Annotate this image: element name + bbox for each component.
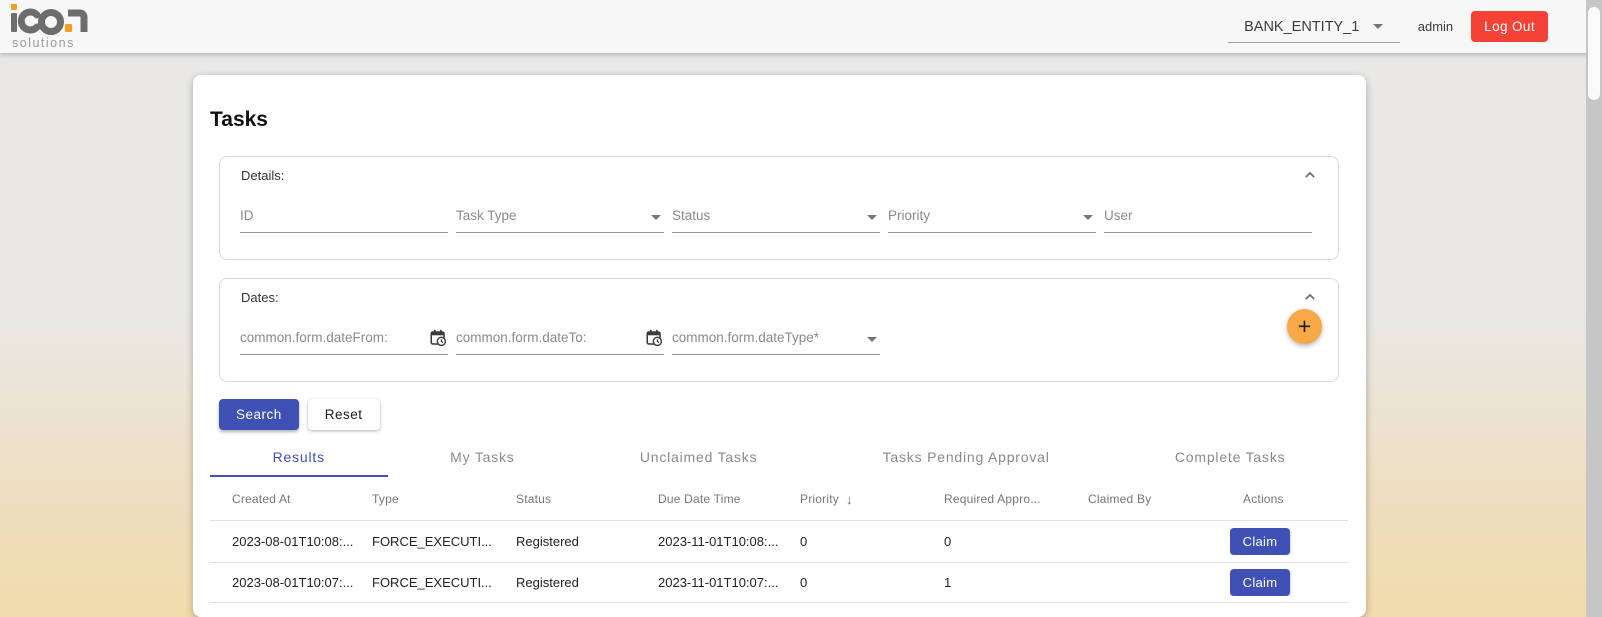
- sort-descending-icon: ↓: [845, 491, 853, 507]
- table-header-row: Created At Type Status Due Date Time Pri…: [210, 478, 1348, 521]
- column-header-priority-label: Priority: [800, 492, 839, 506]
- results-table: Created At Type Status Due Date Time Pri…: [210, 478, 1348, 603]
- cell-due-date-time: 2023-11-01T10:08:...: [658, 534, 779, 549]
- task-type-label: Task Type: [456, 208, 517, 223]
- vertical-scrollbar[interactable]: [1586, 0, 1602, 617]
- date-to-label: common.form.dateTo:: [456, 330, 587, 345]
- chevron-down-icon: [651, 215, 661, 220]
- username-label: admin: [1417, 19, 1454, 34]
- top-header: solutions BANK_ENTITY_1 admin Log Out: [0, 0, 1602, 53]
- entity-select-value: BANK_ENTITY_1: [1244, 18, 1360, 35]
- icon-solutions-logo: solutions: [10, 4, 100, 50]
- form-actions: Search Reset: [219, 399, 380, 430]
- column-header-due-date-time[interactable]: Due Date Time: [658, 492, 741, 506]
- date-from-label: common.form.dateFrom:: [240, 330, 388, 345]
- logo-subtitle: solutions: [12, 36, 75, 50]
- cell-created-at: 2023-08-01T10:08:...: [232, 534, 354, 549]
- date-to-field[interactable]: common.form.dateTo:: [456, 321, 664, 355]
- column-header-claimed-by[interactable]: Claimed By: [1088, 492, 1152, 506]
- calendar-clock-icon: [646, 329, 663, 346]
- tab-complete-tasks[interactable]: Complete Tasks: [1174, 449, 1286, 465]
- chevron-down-icon: [1083, 215, 1093, 220]
- dates-collapse-button[interactable]: [1298, 286, 1322, 310]
- column-header-priority[interactable]: Priority ↓: [800, 492, 944, 507]
- cell-due-date-time: 2023-11-01T10:07:...: [658, 575, 779, 590]
- column-header-status[interactable]: Status: [516, 492, 552, 506]
- date-type-label: common.form.dateType*: [672, 330, 820, 345]
- search-button[interactable]: Search: [219, 399, 299, 430]
- status-label: Status: [672, 208, 711, 223]
- cell-actions: Claim: [1230, 569, 1348, 596]
- date-type-select[interactable]: common.form.dateType*: [672, 321, 880, 355]
- tab-tasks-pending-approval[interactable]: Tasks Pending Approval: [882, 449, 1050, 465]
- header-actions: BANK_ENTITY_1 admin Log Out: [1227, 0, 1548, 53]
- cell-priority: 0: [800, 534, 808, 549]
- calendar-clock-icon: [430, 329, 447, 346]
- priority-label: Priority: [888, 208, 931, 223]
- column-header-actions: Actions: [1243, 492, 1284, 506]
- date-from-picker-button[interactable]: [426, 327, 450, 351]
- add-date-filter-button[interactable]: +: [1287, 309, 1322, 344]
- reset-button[interactable]: Reset: [307, 399, 380, 430]
- details-panel: Details: ID Task Type Status: [219, 156, 1339, 260]
- dates-fields-row: common.form.dateFrom: common.form.: [240, 321, 880, 355]
- logo-brand-graphic: [11, 4, 88, 35]
- column-header-type[interactable]: Type: [372, 492, 399, 506]
- column-header-required-approvals[interactable]: Required Appro...: [944, 492, 1041, 506]
- cell-type: FORCE_EXECUTI...: [372, 534, 492, 549]
- table-row: 2023-08-01T10:07:... FORCE_EXECUTI... Re…: [210, 563, 1348, 603]
- chevron-up-icon: [1305, 293, 1315, 300]
- id-field-label: ID: [240, 208, 254, 223]
- user-field-label: User: [1104, 208, 1133, 223]
- task-type-select[interactable]: Task Type: [456, 199, 664, 233]
- column-header-created-at[interactable]: Created At: [232, 492, 291, 506]
- chevron-down-icon: [867, 337, 877, 342]
- tab-results[interactable]: Results: [210, 437, 388, 477]
- task-tabs: Results My Tasks Unclaimed Tasks Tasks P…: [210, 437, 1348, 477]
- table-row: 2023-08-01T10:08:... FORCE_EXECUTI... Re…: [210, 521, 1348, 563]
- date-to-picker-button[interactable]: [642, 327, 666, 351]
- logout-button[interactable]: Log Out: [1471, 11, 1548, 42]
- details-fields-row: ID Task Type Status Priority User: [240, 199, 1312, 233]
- chevron-up-icon: [1305, 171, 1315, 178]
- cell-priority: 0: [800, 575, 808, 590]
- cell-created-at: 2023-08-01T10:07:...: [232, 575, 354, 590]
- cell-required-approvals: 1: [944, 575, 952, 590]
- entity-select[interactable]: BANK_ENTITY_1: [1227, 18, 1400, 43]
- chevron-down-icon: [1373, 24, 1384, 29]
- priority-select[interactable]: Priority: [888, 199, 1096, 233]
- dates-panel-label: Dates:: [241, 290, 279, 305]
- dates-panel: Dates: common.form.dateFrom:: [219, 278, 1339, 382]
- cell-status: Registered: [516, 534, 579, 549]
- chevron-down-icon: [867, 215, 877, 220]
- date-from-field[interactable]: common.form.dateFrom:: [240, 321, 448, 355]
- cell-type: FORCE_EXECUTI...: [372, 575, 492, 590]
- page-title: Tasks: [210, 108, 268, 131]
- details-collapse-button[interactable]: [1298, 164, 1322, 188]
- id-field[interactable]: ID: [240, 199, 448, 233]
- cell-status: Registered: [516, 575, 579, 590]
- scrollbar-thumb[interactable]: [1588, 7, 1600, 100]
- tasks-card: Tasks Details: ID Task Type Status: [193, 75, 1366, 617]
- tab-my-tasks[interactable]: My Tasks: [450, 449, 515, 465]
- details-panel-label: Details:: [241, 168, 285, 183]
- claim-button[interactable]: Claim: [1230, 569, 1290, 596]
- status-select[interactable]: Status: [672, 199, 880, 233]
- cell-required-approvals: 0: [944, 534, 952, 549]
- cell-actions: Claim: [1230, 528, 1348, 555]
- claim-button[interactable]: Claim: [1230, 528, 1290, 555]
- user-field[interactable]: User: [1104, 199, 1312, 233]
- tab-unclaimed-tasks[interactable]: Unclaimed Tasks: [639, 449, 758, 465]
